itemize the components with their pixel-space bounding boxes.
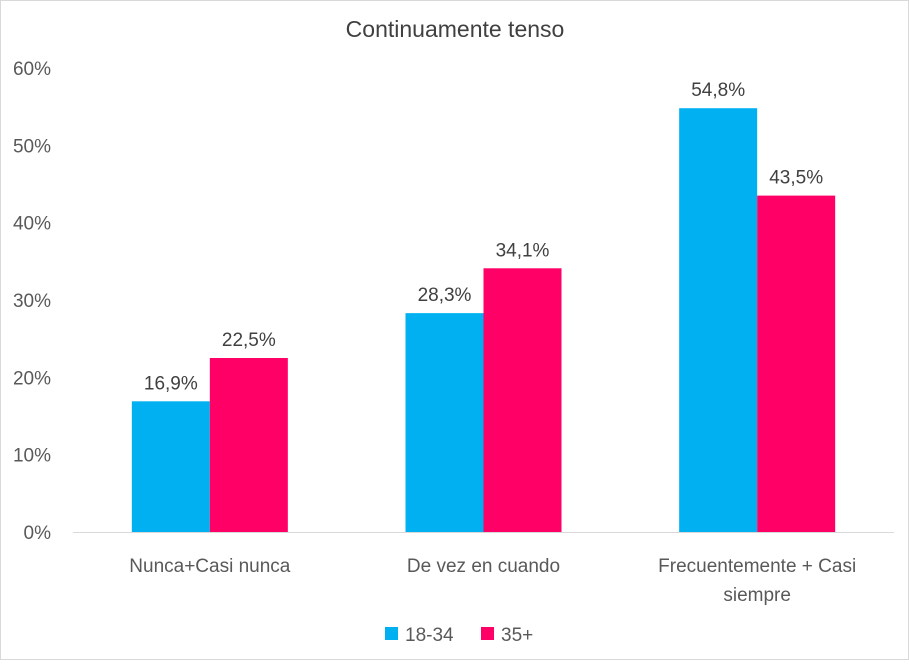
data-label: 28,3%	[418, 285, 472, 306]
y-tick-label: 10%	[13, 446, 51, 467]
bar-35-3	[757, 195, 836, 532]
y-axis: 0% 10% 20% 30% 40% 50% 60%	[13, 59, 51, 544]
data-label: 16,9%	[144, 373, 198, 394]
legend-label: 35+	[501, 625, 533, 646]
legend-label: 18-34	[405, 625, 454, 646]
data-label: 22,5%	[222, 330, 276, 351]
bar-1834-2	[405, 313, 484, 532]
y-tick-label: 30%	[13, 291, 51, 312]
y-tick-label: 50%	[13, 136, 51, 157]
y-tick-label: 60%	[13, 59, 51, 80]
x-tick-label: De vez en cuando	[407, 556, 560, 577]
bar-35-1	[209, 358, 288, 532]
chart-title: Continuamente tenso	[346, 16, 565, 42]
y-tick-label: 0%	[24, 523, 52, 544]
x-tick-label: Nunca+Casi nunca	[129, 556, 291, 577]
bar-35-2	[483, 268, 562, 532]
bar-1834-3	[679, 108, 758, 533]
data-label: 54,8%	[691, 80, 745, 101]
x-tick-label: siempre	[723, 585, 791, 606]
y-tick-label: 40%	[13, 214, 51, 235]
bars-group: 16,9% 22,5% 28,3% 34,1% 54,8% 43,5%	[131, 80, 836, 533]
data-label: 43,5%	[769, 168, 823, 189]
x-tick-label: Frecuentemente + Casi	[658, 556, 856, 577]
x-axis: Nunca+Casi nunca De vez en cuando Frecuent…	[73, 532, 894, 606]
y-tick-label: 20%	[13, 368, 51, 389]
legend-swatch	[481, 627, 494, 640]
legend: 18-34 35+	[385, 625, 533, 646]
bar-1834-1	[131, 401, 210, 532]
legend-swatch	[385, 627, 398, 640]
data-label: 34,1%	[496, 240, 550, 261]
